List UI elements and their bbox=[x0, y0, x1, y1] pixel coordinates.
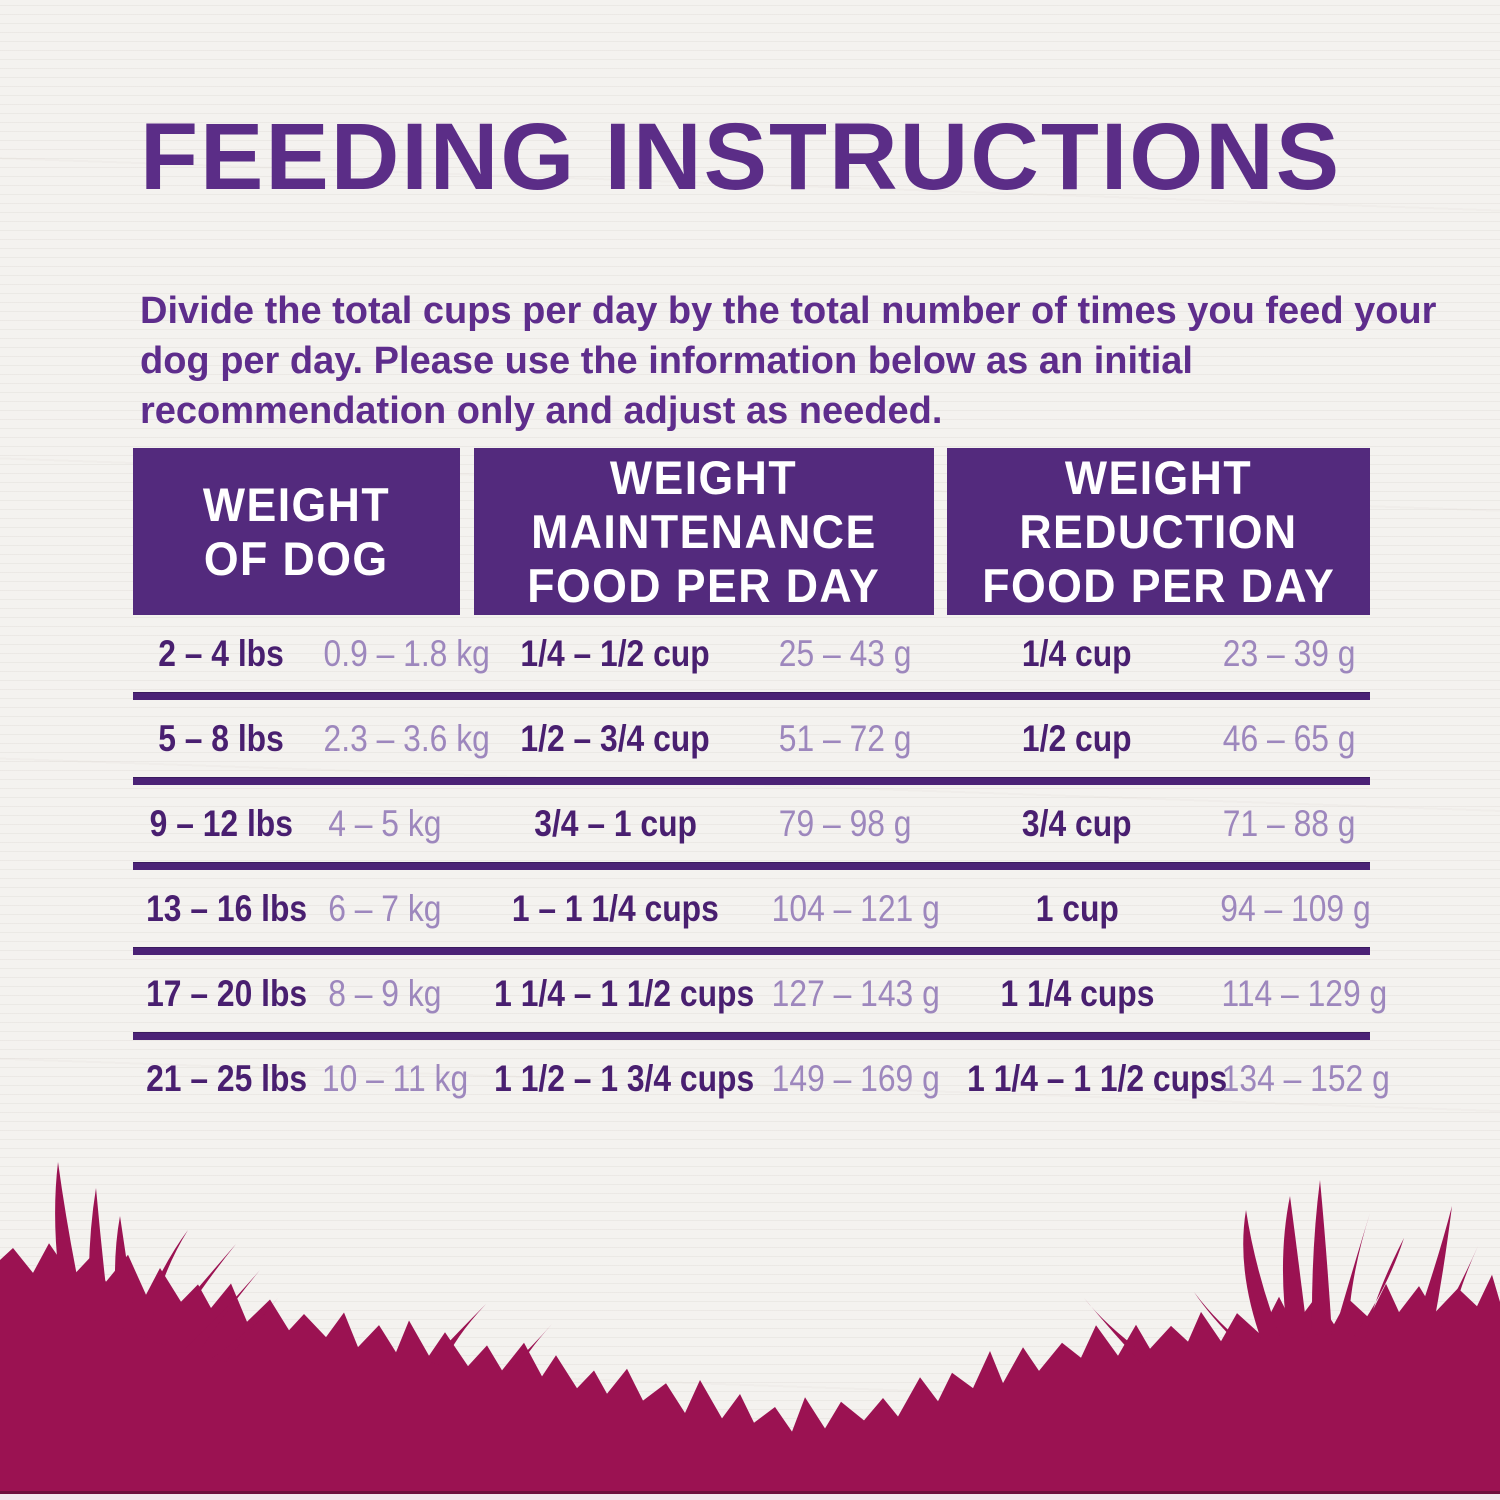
header-line: WEIGHT bbox=[609, 450, 798, 504]
header-weight-reduction: WEIGHT REDUCTION FOOD PER DAY bbox=[947, 448, 1370, 615]
maintenance-cups-cell: 1 1/4 – 1 1/2 cups bbox=[494, 972, 755, 1014]
weight-kg-cell: 0.9 – 1.8 kg bbox=[323, 632, 490, 674]
feeding-table: WEIGHT OF DOG WEIGHT MAINTENANCE FOOD PE… bbox=[133, 448, 1390, 1117]
weight-lbs-cell: 13 – 16 lbs bbox=[146, 887, 308, 929]
reduction-cups-cell: 1 cup bbox=[1035, 887, 1119, 929]
maintenance-grams-cell: 51 – 72 g bbox=[779, 717, 912, 759]
maintenance-grams-cell: 79 – 98 g bbox=[779, 802, 912, 844]
reduction-grams-cell: 46 – 65 g bbox=[1222, 717, 1356, 759]
table-row: 9 – 12 lbs 4 – 5 kg 3/4 – 1 cup 79 – 98 … bbox=[133, 785, 1370, 862]
reduction-grams-cell: 23 – 39 g bbox=[1222, 632, 1356, 674]
weight-kg-cell: 4 – 5 kg bbox=[328, 802, 442, 844]
maintenance-cups-cell: 1/2 – 3/4 cup bbox=[520, 717, 711, 759]
reduction-cups-cell: 3/4 cup bbox=[1022, 802, 1132, 844]
maintenance-cups-cell: 1/4 – 1/2 cup bbox=[520, 632, 711, 674]
feeding-table-body: 2 – 4 lbs 0.9 – 1.8 kg 1/4 – 1/2 cup 25 … bbox=[133, 615, 1390, 1117]
weight-lbs-cell: 5 – 8 lbs bbox=[158, 717, 285, 759]
header-line: REDUCTION bbox=[1019, 504, 1298, 558]
row-divider bbox=[133, 1032, 1370, 1040]
weight-lbs-cell: 21 – 25 lbs bbox=[146, 1057, 308, 1099]
maintenance-grams-cell: 149 – 169 g bbox=[771, 1057, 940, 1099]
maintenance-cups-cell: 1 1/2 – 1 3/4 cups bbox=[494, 1057, 755, 1099]
reduction-cups-cell: 1/4 cup bbox=[1022, 632, 1132, 674]
header-line: FOOD PER DAY bbox=[527, 558, 880, 612]
weight-kg-cell: 10 – 11 kg bbox=[321, 1057, 469, 1099]
grass-silhouette bbox=[0, 1162, 1500, 1500]
grass-blades-left bbox=[55, 1162, 552, 1375]
maintenance-cups-cell: 3/4 – 1 cup bbox=[534, 802, 697, 844]
header-line: FOOD PER DAY bbox=[982, 558, 1335, 612]
reduction-grams-cell: 94 – 109 g bbox=[1220, 887, 1371, 929]
reduction-cups-cell: 1 1/4 – 1 1/2 cups bbox=[967, 1057, 1228, 1099]
table-row: 2 – 4 lbs 0.9 – 1.8 kg 1/4 – 1/2 cup 25 … bbox=[133, 615, 1370, 692]
row-divider bbox=[133, 862, 1370, 870]
table-row: 21 – 25 lbs 10 – 11 kg 1 1/2 – 1 3/4 cup… bbox=[133, 1040, 1390, 1117]
maintenance-grams-cell: 104 – 121 g bbox=[771, 887, 940, 929]
table-row: 17 – 20 lbs 8 – 9 kg 1 1/4 – 1 1/2 cups … bbox=[133, 955, 1388, 1032]
weight-lbs-cell: 17 – 20 lbs bbox=[146, 972, 308, 1014]
weight-kg-cell: 2.3 – 3.6 kg bbox=[323, 717, 490, 759]
row-divider bbox=[133, 947, 1370, 955]
header-line: WEIGHT bbox=[202, 477, 391, 531]
reduction-cups-cell: 1/2 cup bbox=[1022, 717, 1132, 759]
maintenance-cups-cell: 1 – 1 1/4 cups bbox=[512, 887, 719, 929]
reduction-grams-cell: 134 – 152 g bbox=[1221, 1057, 1390, 1099]
table-row: 5 – 8 lbs 2.3 – 3.6 kg 1/2 – 3/4 cup 51 … bbox=[133, 700, 1370, 777]
reduction-grams-cell: 71 – 88 g bbox=[1222, 802, 1356, 844]
header-weight-maintenance: WEIGHT MAINTENANCE FOOD PER DAY bbox=[473, 448, 934, 615]
grass-blades-right bbox=[1084, 1180, 1478, 1364]
weight-kg-cell: 8 – 9 kg bbox=[328, 972, 442, 1014]
reduction-grams-cell: 114 – 129 g bbox=[1221, 972, 1388, 1014]
maintenance-grams-cell: 25 – 43 g bbox=[779, 632, 912, 674]
header-weight-of-dog: WEIGHT OF DOG bbox=[133, 448, 460, 615]
row-divider bbox=[133, 692, 1370, 700]
header-line: MAINTENANCE bbox=[530, 504, 877, 558]
weight-lbs-cell: 2 – 4 lbs bbox=[158, 632, 285, 674]
row-divider bbox=[133, 777, 1370, 785]
header-line: OF DOG bbox=[204, 531, 389, 585]
page-title: FEEDING INSTRUCTIONS bbox=[140, 104, 1342, 210]
intro-paragraph: Divide the total cups per day by the tot… bbox=[140, 290, 1437, 432]
weight-kg-cell: 6 – 7 kg bbox=[328, 887, 442, 929]
feeding-table-header: WEIGHT OF DOG WEIGHT MAINTENANCE FOOD PE… bbox=[133, 448, 1370, 615]
weight-lbs-cell: 9 – 12 lbs bbox=[149, 802, 294, 844]
table-row: 13 – 16 lbs 6 – 7 kg 1 – 1 1/4 cups 104 … bbox=[133, 870, 1371, 947]
maintenance-grams-cell: 127 – 143 g bbox=[771, 972, 940, 1014]
header-line: WEIGHT bbox=[1064, 450, 1253, 504]
reduction-cups-cell: 1 1/4 cups bbox=[1000, 972, 1154, 1014]
